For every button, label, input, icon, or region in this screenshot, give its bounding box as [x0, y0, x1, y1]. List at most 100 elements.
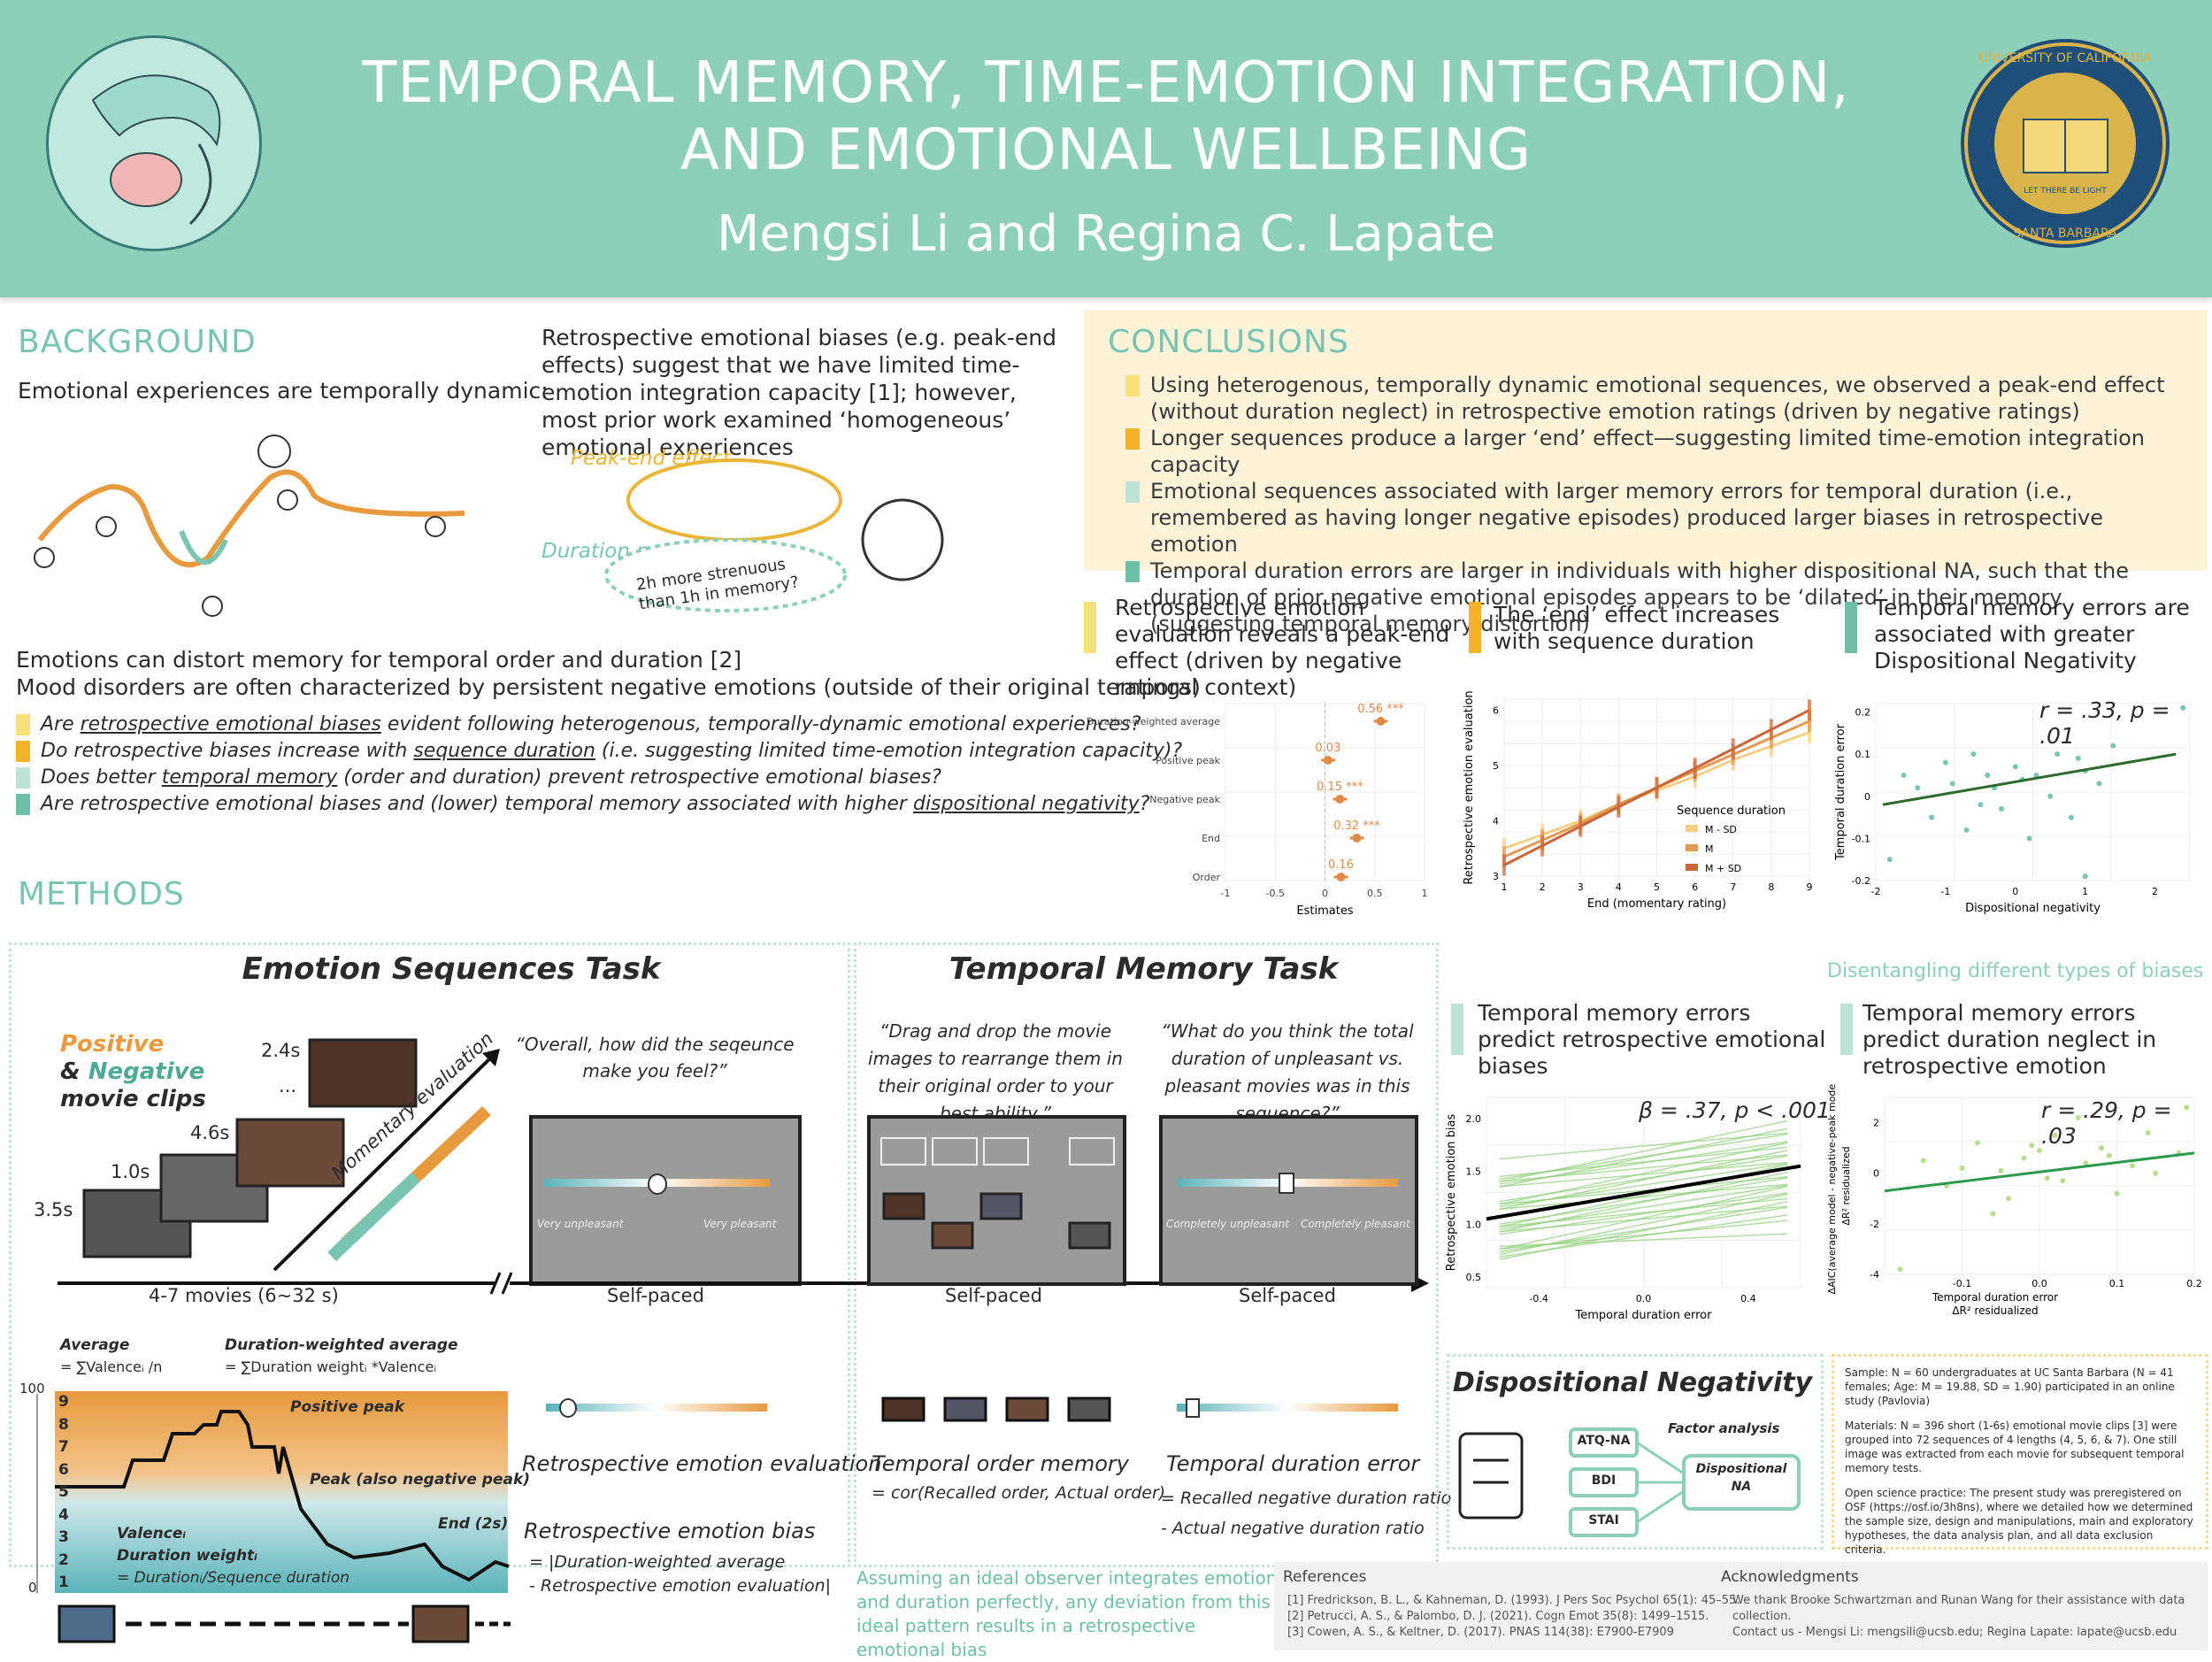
- ideal-observer-note: Assuming an ideal observer integrates em…: [856, 1567, 1278, 1660]
- yellow-marker: [16, 714, 30, 735]
- subject-line: [1499, 1120, 1788, 1183]
- subject-line: [1499, 1193, 1788, 1256]
- x-tick-label: 0.0: [1636, 1293, 1652, 1304]
- question1: “Overall, how did the seqeunce make you …: [515, 1034, 795, 1081]
- data-point: [2075, 1114, 2081, 1120]
- data-point: [2110, 743, 2116, 749]
- data-point: [2153, 1170, 2159, 1176]
- fit-line: [1486, 1164, 1801, 1221]
- yellow-marker: [1084, 602, 1096, 653]
- tde-equation: = Recalled negative duration ratio - Act…: [1161, 1489, 1452, 1538]
- completely-unpleasant: Completely unpleasant: [1166, 1218, 1289, 1230]
- data-point: [2106, 1152, 2112, 1158]
- disp-na-box: Dispositional NA: [1695, 1462, 1787, 1494]
- background-right-text: Retrospective emotional biases (e.g. pea…: [541, 325, 1056, 460]
- r4-stat: β = .37, p < .001: [1639, 1097, 1831, 1123]
- data-point: [2130, 1163, 2135, 1169]
- background-intro: Emotional experiences are temporally dyn…: [18, 378, 549, 404]
- duration-neglect-scatter: -4 -2 0 2 -0.1 0.0 0.1 0.2 Temporal duration err…: [1826, 1084, 2202, 1317]
- subject-line: [1499, 1201, 1788, 1260]
- category-label: Negative peak: [1149, 794, 1220, 805]
- data-label: 0.56 ***: [1357, 703, 1404, 716]
- duration-error-bias-plot: 0.5 1.0 1.5 2.0 -0.4 0.0 0.4 Temporal duration …: [1445, 1096, 1801, 1322]
- scale-stai: STAI: [1588, 1513, 1619, 1527]
- more-dots: ...: [279, 1075, 297, 1096]
- data-point: [1929, 814, 1935, 820]
- y-tick-label: 0.2: [1855, 707, 1871, 719]
- conclusion-1: Using heterogenous, temporally dynamic e…: [1125, 372, 2187, 425]
- lightgreen-marker: [16, 767, 30, 789]
- y-tick-label: -4: [1870, 1269, 1879, 1281]
- x-tick-label: 1: [1502, 881, 1508, 893]
- result-3-title: Temporal memory errors are associated wi…: [1874, 595, 2190, 673]
- order-screen: [867, 1115, 1126, 1286]
- ack-heading: Acknowledgments: [1721, 1568, 1859, 1586]
- subject-line: [1499, 1183, 1788, 1211]
- category-label: Positive peak: [1156, 755, 1220, 766]
- estimate-point: [1336, 873, 1346, 881]
- data-point: [2044, 1175, 2050, 1181]
- estimate-point: [1323, 756, 1333, 765]
- legend-label: M + SD: [1705, 863, 1741, 874]
- very-pleasant: Very pleasant: [703, 1218, 777, 1230]
- question-3: Does better temporal memory (order and d…: [16, 765, 1182, 791]
- conclusions-list: Using heterogenous, temporally dynamic e…: [1125, 372, 2187, 637]
- movie-stack-illustration: [82, 1038, 500, 1272]
- positive-peak-label: Positive peak: [290, 1398, 405, 1416]
- data-point: [2068, 814, 2074, 820]
- x-tick-label: -1: [1940, 886, 1950, 897]
- self-paced-2: Self-paced: [945, 1285, 1042, 1306]
- data-point: [2029, 1143, 2035, 1149]
- x-tick-label: -0.1: [1953, 1278, 1971, 1289]
- peak-end-forest-plot: Duration-weighted average 0.56 *** Positiv…: [1087, 703, 1428, 918]
- y-tick-label: 4: [1493, 816, 1499, 827]
- rating-screen-1: [529, 1115, 802, 1286]
- x-tick-label: 5: [1654, 881, 1660, 893]
- category-label: Order: [1193, 872, 1221, 883]
- data-point: [2082, 873, 2088, 880]
- conclusions-heading: CONCLUSIONS: [1108, 324, 1349, 360]
- x-tick-label: -2: [1871, 886, 1881, 897]
- memory-order-thumbnails: [881, 1397, 1111, 1422]
- subject-line: [1499, 1150, 1788, 1211]
- duration-screen: [1159, 1115, 1418, 1286]
- x-tick-label: 0.5: [1367, 888, 1383, 899]
- footer-band: [1274, 1562, 2208, 1650]
- question-2: Do retrospective biases increase with se…: [16, 738, 1182, 765]
- notes-panel: [1832, 1354, 2208, 1550]
- methods-heading: METHODS: [18, 876, 185, 912]
- green-marker: [16, 794, 30, 815]
- data-point: [2099, 1145, 2104, 1151]
- data-point: [1901, 772, 1907, 778]
- valence-i-label: Valenceᵢ: [117, 1525, 187, 1543]
- valence-trace: [36, 1394, 510, 1593]
- y-tick-label: 0: [1864, 791, 1870, 803]
- green-marker: [1845, 602, 1857, 653]
- x-tick-label: 0: [2012, 886, 2018, 897]
- orange-marker: [1469, 602, 1481, 653]
- factor-analysis: Factor analysis: [1668, 1420, 1780, 1436]
- y-tick-label: 1.0: [1466, 1219, 1482, 1230]
- poster-header: [0, 0, 2212, 297]
- background-lines: Emotions can distort memory for temporal…: [16, 647, 1297, 700]
- x-axis-label-2: ΔR² residualized: [1952, 1304, 2038, 1317]
- y-tick-label: 0.5: [1466, 1272, 1482, 1283]
- self-paced-1: Self-paced: [607, 1285, 704, 1306]
- conclusion-2: Longer sequences produce a larger ‘end’ …: [1125, 425, 2187, 478]
- ack-text: We thank Brooke Schwartzman and Runan Wa…: [1732, 1594, 2185, 1639]
- y-axis-label: Temporal duration error: [1834, 723, 1847, 861]
- seal-text-bottom: SANTA BARBARA: [2013, 227, 2117, 241]
- y-tick-label: 3: [1493, 871, 1499, 882]
- legend-title: Sequence duration: [1677, 804, 1786, 818]
- y-tick-label: 0: [1873, 1168, 1879, 1180]
- x-tick-label: 2: [1540, 881, 1546, 893]
- x-axis-label: Temporal duration error: [1575, 1309, 1713, 1322]
- data-point: [2012, 764, 2018, 770]
- category-label: Duration-weighted average: [1087, 716, 1220, 727]
- lightgreen-marker: [1125, 481, 1140, 503]
- movies-count: 4-7 movies (6~32 s): [149, 1285, 339, 1306]
- subject-line: [1499, 1132, 1788, 1160]
- disp-title: Dispositional Negativity: [1452, 1367, 1813, 1398]
- data-point: [2096, 781, 2102, 787]
